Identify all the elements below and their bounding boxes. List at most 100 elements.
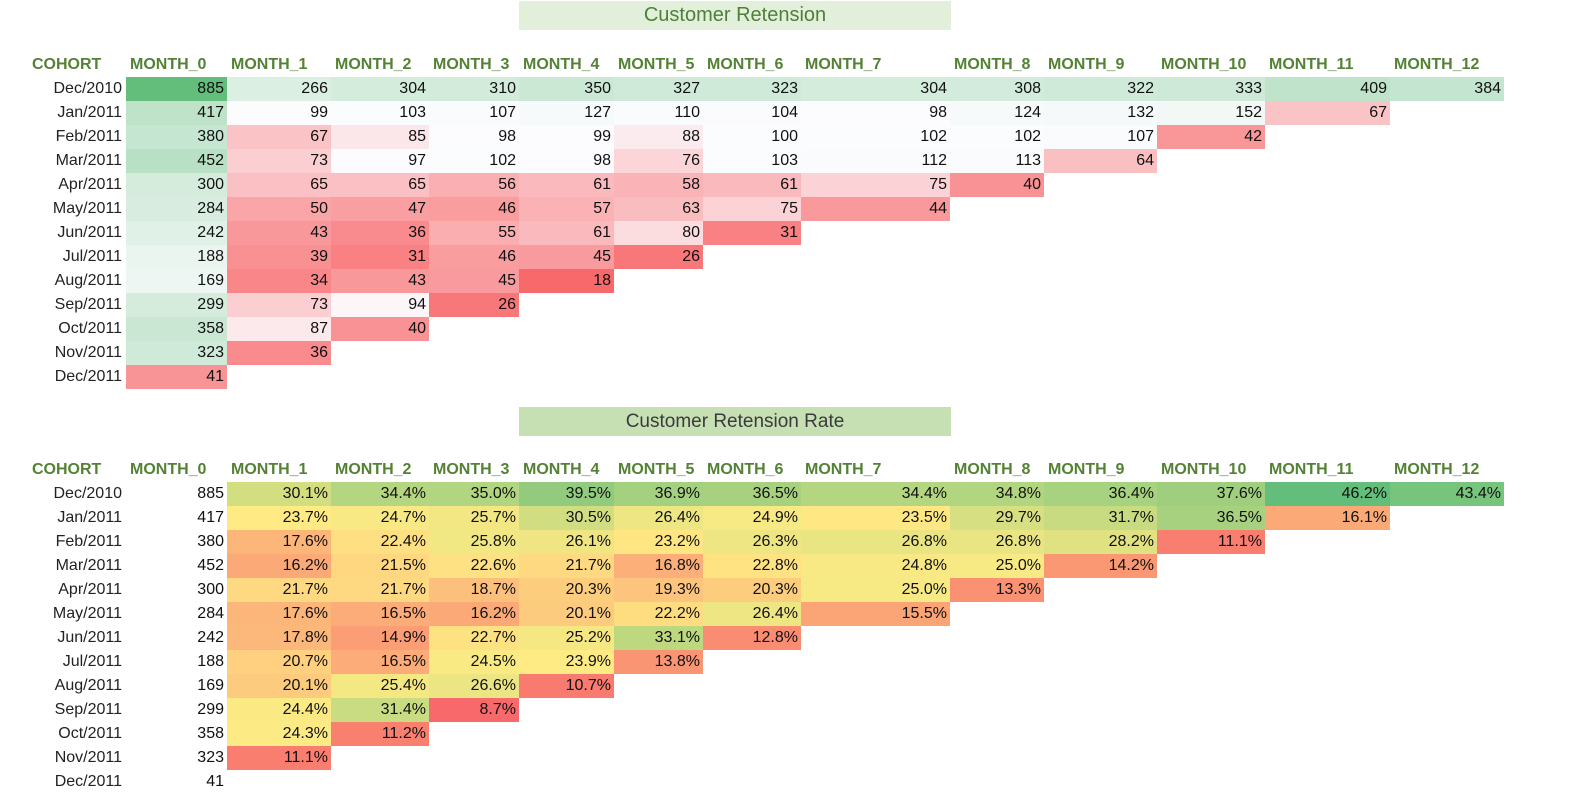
heatmap-cell: 39.5% [519, 482, 614, 506]
heatmap-cell: 36.4% [1044, 482, 1157, 506]
heatmap-cell: 16.2% [429, 602, 519, 626]
heatmap-cell: 310 [429, 77, 519, 101]
heatmap-cell: 58 [614, 173, 703, 197]
cohort-label: Feb/2011 [55, 533, 122, 550]
heatmap-cell: 17.6% [227, 530, 331, 554]
heatmap-cell: 304 [801, 77, 950, 101]
heatmap-cell: 21.7% [331, 578, 429, 602]
heatmap-cell: 26.4% [614, 506, 703, 530]
column-header-month-2: MONTH_2 [335, 461, 412, 478]
heatmap-cell: 22.4% [331, 530, 429, 554]
heatmap-cell: 14.9% [331, 626, 429, 650]
column-header-month-9: MONTH_9 [1048, 461, 1125, 478]
heatmap-cell: 11.1% [1157, 530, 1265, 554]
heatmap-cell: 24.4% [227, 698, 331, 722]
heatmap-cell: 31 [703, 221, 801, 245]
cohort-label: Nov/2011 [54, 344, 122, 361]
heatmap-cell: 67 [1265, 101, 1390, 125]
month0-cell: 169 [197, 677, 224, 694]
cohort-label: May/2011 [52, 605, 122, 622]
heatmap-cell: 113 [950, 149, 1044, 173]
heatmap-cell: 18 [519, 269, 614, 293]
heatmap-cell: 103 [331, 101, 429, 125]
heatmap-cell: 31.4% [331, 698, 429, 722]
column-header-month-0: MONTH_0 [130, 461, 207, 478]
heatmap-cell: 20.1% [227, 674, 331, 698]
cohort-label: Oct/2011 [58, 725, 122, 742]
heatmap-cell: 26 [614, 245, 703, 269]
heatmap-cell: 76 [614, 149, 703, 173]
cohort-label: Jun/2011 [57, 224, 122, 241]
heatmap-cell: 19.3% [614, 578, 703, 602]
heatmap-cell: 33.1% [614, 626, 703, 650]
cohort-label: Sep/2011 [54, 296, 122, 313]
heatmap-cell: 34.8% [950, 482, 1044, 506]
heatmap-cell: 57 [519, 197, 614, 221]
month0-cell: 323 [197, 749, 224, 766]
heatmap-cell: 98 [429, 125, 519, 149]
retention-title: Customer Retension [519, 1, 951, 30]
heatmap-cell: 80 [614, 221, 703, 245]
heatmap-cell: 350 [519, 77, 614, 101]
heatmap-cell: 24.3% [227, 722, 331, 746]
heatmap-cell: 73 [227, 149, 331, 173]
heatmap-cell: 30.5% [519, 506, 614, 530]
heatmap-cell: 25.7% [429, 506, 519, 530]
heatmap-cell: 124 [950, 101, 1044, 125]
heatmap-cell: 45 [429, 269, 519, 293]
heatmap-cell: 22.7% [429, 626, 519, 650]
heatmap-cell: 94 [331, 293, 429, 317]
column-header-month-7: MONTH_7 [805, 56, 882, 73]
heatmap-cell: 322 [1044, 77, 1157, 101]
heatmap-cell: 34 [227, 269, 331, 293]
heatmap-cell: 333 [1157, 77, 1265, 101]
heatmap-cell: 25.4% [331, 674, 429, 698]
heatmap-cell: 169 [126, 269, 227, 293]
heatmap-cell: 104 [703, 101, 801, 125]
heatmap-cell: 188 [126, 245, 227, 269]
heatmap-cell: 885 [126, 77, 227, 101]
column-header-month-3: MONTH_3 [433, 461, 510, 478]
column-header-month-12: MONTH_12 [1394, 56, 1480, 73]
heatmap-cell: 22.2% [614, 602, 703, 626]
heatmap-cell: 10.7% [519, 674, 614, 698]
heatmap-cell: 266 [227, 77, 331, 101]
heatmap-cell: 29.7% [950, 506, 1044, 530]
heatmap-cell: 24.7% [331, 506, 429, 530]
heatmap-cell: 24.8% [801, 554, 950, 578]
heatmap-cell: 14.2% [1044, 554, 1157, 578]
month0-cell: 452 [197, 557, 224, 574]
heatmap-cell: 24.5% [429, 650, 519, 674]
heatmap-cell: 65 [331, 173, 429, 197]
heatmap-cell: 22.6% [429, 554, 519, 578]
heatmap-cell: 20.1% [519, 602, 614, 626]
heatmap-cell: 65 [227, 173, 331, 197]
heatmap-cell: 21.5% [331, 554, 429, 578]
heatmap-cell: 17.6% [227, 602, 331, 626]
heatmap-cell: 63 [614, 197, 703, 221]
heatmap-cell: 8.7% [429, 698, 519, 722]
heatmap-cell: 20.3% [703, 578, 801, 602]
heatmap-cell: 152 [1157, 101, 1265, 125]
heatmap-cell: 25.0% [950, 554, 1044, 578]
heatmap-cell: 31 [331, 245, 429, 269]
cohort-label: Dec/2010 [53, 485, 123, 502]
cohort-header: COHORT [32, 56, 102, 73]
column-header-month-5: MONTH_5 [618, 56, 695, 73]
heatmap-cell: 43 [227, 221, 331, 245]
heatmap-cell: 12.8% [703, 626, 801, 650]
column-header-month-4: MONTH_4 [523, 56, 600, 73]
heatmap-cell: 21.7% [519, 554, 614, 578]
heatmap-cell: 16.5% [331, 602, 429, 626]
heatmap-cell: 13.8% [614, 650, 703, 674]
heatmap-cell: 15.5% [801, 602, 950, 626]
heatmap-cell: 28.2% [1044, 530, 1157, 554]
heatmap-cell: 97 [331, 149, 429, 173]
heatmap-cell: 43.4% [1390, 482, 1504, 506]
heatmap-cell: 16.8% [614, 554, 703, 578]
heatmap-cell: 132 [1044, 101, 1157, 125]
heatmap-cell: 23.5% [801, 506, 950, 530]
cohort-label: Nov/2011 [54, 749, 122, 766]
heatmap-cell: 34.4% [801, 482, 950, 506]
column-header-month-12: MONTH_12 [1394, 461, 1480, 478]
